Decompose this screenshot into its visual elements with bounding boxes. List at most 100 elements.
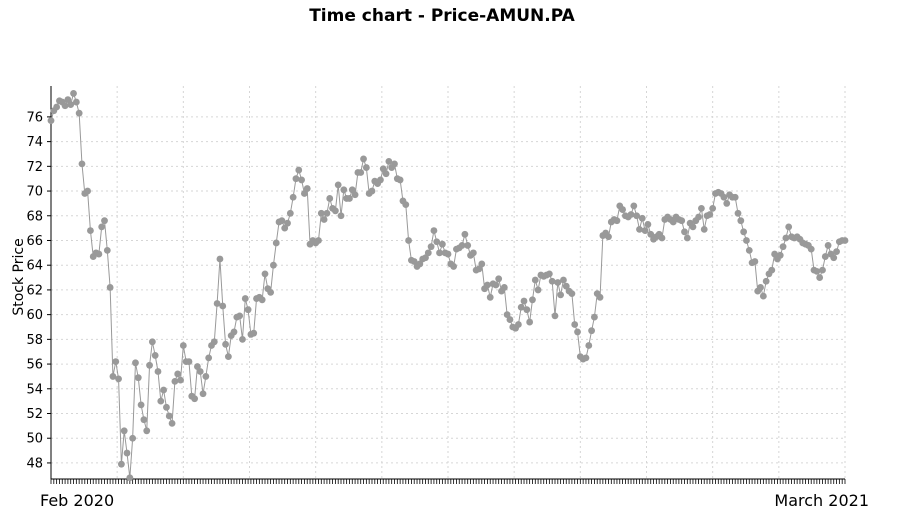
data-point [605, 233, 612, 241]
data-point [830, 254, 838, 262]
y-tick-label: 70 [26, 185, 43, 200]
data-point [270, 261, 277, 269]
data-point [154, 368, 162, 375]
data-point [236, 312, 244, 320]
data-point [315, 237, 322, 244]
data-point [422, 254, 429, 262]
data-point [334, 181, 342, 189]
data-point [582, 354, 590, 362]
data-point [683, 234, 691, 242]
data-point [148, 338, 156, 346]
data-point [560, 276, 567, 284]
data-point [630, 202, 638, 210]
data-point [514, 321, 522, 328]
data-point [289, 193, 297, 201]
data-point [571, 321, 579, 328]
data-point [301, 190, 308, 197]
data-point [326, 195, 334, 202]
data-point [641, 227, 649, 234]
y-tick-label: 76 [26, 110, 43, 125]
data-point [526, 318, 534, 326]
y-tick-label: 50 [26, 432, 43, 447]
data-point [115, 375, 122, 383]
data-point [841, 237, 849, 244]
data-point [244, 306, 252, 314]
data-point [295, 166, 303, 174]
data-point [379, 165, 387, 173]
data-point [112, 358, 120, 365]
y-tick-label: 60 [26, 308, 43, 323]
y-tick-label: 72 [26, 160, 43, 175]
y-tick-label: 74 [26, 135, 43, 150]
data-point [821, 253, 829, 260]
y-tick-label: 68 [26, 209, 43, 224]
data-point [61, 102, 69, 110]
data-point [529, 296, 536, 304]
data-point [377, 176, 384, 184]
data-point [396, 176, 404, 184]
data-point [807, 245, 815, 253]
data-point [103, 246, 111, 254]
data-point [430, 227, 438, 234]
data-point [298, 176, 305, 184]
data-point [267, 288, 275, 296]
data-point [120, 427, 128, 435]
data-point [819, 266, 826, 274]
data-point [278, 217, 286, 225]
data-point [737, 217, 745, 225]
data-point [523, 306, 531, 314]
data-point [669, 218, 677, 226]
data-point [117, 460, 125, 468]
data-point [585, 342, 593, 349]
data-point [72, 98, 80, 106]
data-point [405, 237, 412, 244]
data-point [194, 363, 201, 370]
data-point [723, 200, 731, 207]
data-point [123, 449, 131, 457]
data-point [216, 255, 224, 263]
data-point [157, 397, 165, 405]
data-point [644, 221, 652, 228]
gridlines [47, 86, 846, 479]
data-point [757, 284, 764, 291]
data-point [548, 277, 556, 285]
data-point [250, 329, 258, 337]
data-point [140, 416, 148, 424]
data-point [619, 206, 626, 213]
data-point [484, 281, 491, 289]
x-start-label: Feb 2020 [40, 491, 114, 510]
data-point [64, 96, 72, 103]
data-point [132, 359, 139, 367]
data-point [500, 284, 508, 291]
data-point [151, 352, 159, 359]
data-point [759, 292, 767, 300]
data-point [562, 282, 570, 290]
data-point [143, 427, 151, 435]
data-point [458, 242, 466, 249]
y-tick-label: 62 [26, 283, 43, 298]
data-point [137, 401, 145, 409]
data-point [568, 290, 576, 298]
data-point [179, 342, 187, 349]
data-point [199, 390, 207, 398]
data-point [410, 258, 418, 265]
data-point [163, 403, 170, 411]
data-point [75, 109, 83, 117]
data-point [734, 209, 742, 217]
data-point [700, 225, 708, 233]
data-point [230, 328, 238, 336]
data-point [517, 303, 525, 311]
data-point [185, 358, 193, 365]
data-point [534, 286, 542, 294]
data-point [109, 373, 117, 380]
data-point [196, 368, 204, 375]
data-point [681, 228, 688, 236]
data-point [241, 295, 249, 302]
data-point [779, 243, 787, 251]
data-point [70, 90, 77, 97]
data-point [731, 193, 739, 201]
data-point [391, 160, 398, 168]
data-point [762, 277, 770, 285]
data-point [768, 266, 776, 274]
